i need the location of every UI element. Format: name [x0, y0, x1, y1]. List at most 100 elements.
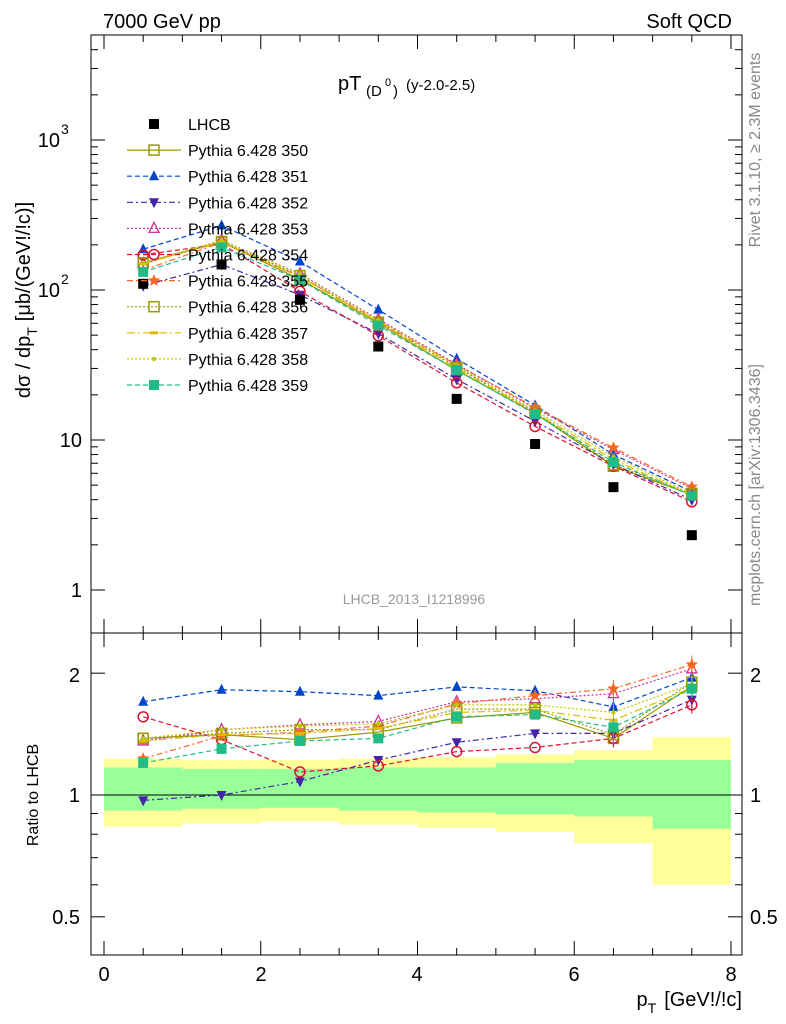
ratio-point-8-5: [532, 702, 538, 708]
legend-marker-lhcb: [149, 119, 159, 129]
ratio-point-9-0: [138, 757, 149, 768]
x-axis-label: pT [GeV!/!c]: [637, 989, 743, 1016]
y-tick-100-exp: 2: [61, 271, 69, 287]
ratio-point-8-2: [297, 723, 303, 729]
ratio-line-8: [143, 683, 693, 739]
data-series-lhcb: [138, 259, 697, 541]
x-tick-0: 0: [98, 964, 109, 986]
x-tick-2: 2: [255, 964, 266, 986]
ratio-point-4-3: [372, 760, 385, 772]
series-9-point-1: [216, 242, 227, 253]
ratio-tick-2-right: 2: [750, 665, 761, 687]
ratio-line-1: [143, 677, 693, 708]
band-inner-1: [182, 768, 261, 809]
legend-entry-3: Pythia 6.428 353: [127, 220, 308, 238]
ratio-line-9: [143, 688, 693, 764]
y-tick-10: 10: [60, 430, 82, 452]
main-series-group: [137, 219, 698, 541]
legend-marker-0: [148, 144, 160, 156]
series-5-point-6: [607, 441, 620, 453]
series-9-point-3: [373, 320, 384, 331]
ratio-point-4-0: [137, 711, 149, 723]
legend-marker-2: [149, 198, 159, 209]
y-tick-1000-base: 10: [38, 130, 60, 152]
ratio-point-1-1: [216, 683, 227, 694]
series-4-point-3: [372, 329, 385, 342]
legend-entry-9: Pythia 6.428 359: [127, 378, 308, 395]
ratio-point-9-3: [373, 733, 384, 744]
ratio-line-3: [143, 668, 692, 742]
xlabel-unit: [GeV!/!c]: [664, 989, 742, 1011]
main-axis-ticks: [91, 35, 742, 633]
header-left-label: 7000 GeV pp: [103, 11, 221, 33]
ratio-point-4-5: [529, 741, 541, 754]
ratio-point-5-5: [528, 689, 542, 701]
series-1-point-3: [373, 303, 384, 314]
y-tick-label-100: 10 2: [38, 271, 69, 302]
legend-label-2: Pythia 6.428 352: [188, 195, 308, 212]
xlabel-main: p: [637, 989, 648, 1011]
data-point-5: [530, 439, 541, 450]
ratio-point-9-4: [451, 711, 462, 722]
ratio-point-8-1: [219, 727, 224, 732]
band-inner-4: [417, 767, 496, 813]
ratio-point-7-0: [139, 739, 148, 743]
analysis-label: LHCB_2013_I1218996: [343, 591, 486, 607]
ratio-point-5-6: [607, 682, 620, 694]
legend-marker-7: [150, 331, 158, 335]
series-4-point-5: [529, 420, 541, 433]
title-sub: (D: [366, 83, 382, 100]
legend-marker-6: [148, 300, 160, 313]
legend-marker-1: [149, 170, 159, 181]
x-tick-6: 6: [568, 964, 579, 986]
mcplots-label: mcplots.cern.ch [arXiv:1306.3436]: [747, 364, 764, 606]
series-line-6: [143, 240, 693, 494]
data-point-3: [373, 341, 384, 352]
ratio-point-4-4: [450, 745, 463, 758]
legend-label-1: Pythia 6.428 351: [188, 169, 308, 186]
data-point-7: [686, 530, 697, 541]
x-axis-label-text: pT [GeV!/!c]: [637, 989, 743, 1016]
series-8-point-1: [219, 238, 224, 243]
band-inner-7: [652, 760, 731, 829]
series-line-5: [142, 241, 693, 488]
title-sup: 0: [385, 77, 391, 89]
ratio-point-1-2: [294, 685, 305, 696]
ratio-line-2: [143, 699, 693, 801]
legend-entry-1: Pythia 6.428 351: [127, 169, 308, 186]
ratio-point-8-4: [454, 702, 459, 708]
ratio-series-group: [137, 655, 698, 807]
ratio-line-5: [143, 664, 692, 760]
series-5-point-7: [685, 480, 698, 493]
ratio-tick-05-left: 0.5: [52, 907, 80, 929]
ratio-point-9-5: [530, 709, 541, 720]
ratio-plot-frame: [90, 632, 743, 956]
data-point-6: [608, 482, 619, 493]
ratio-axis-label: Ratio to LHCB: [25, 744, 42, 846]
series-line-2: [143, 263, 693, 501]
ratio-point-9-1: [216, 743, 227, 754]
xlabel-sub: T: [648, 1000, 657, 1016]
ratio-line-7: [143, 687, 693, 742]
legend-entry-2: Pythia 6.428 352: [127, 195, 308, 212]
ratio-point-7-3: [374, 726, 383, 730]
ratio-point-2-1: [216, 791, 227, 801]
ratio-point-9-6: [608, 722, 619, 733]
legend-entry-7: Pythia 6.428 357: [127, 326, 308, 343]
series-9-point-2: [294, 274, 305, 285]
ratio-point-4-7: [686, 699, 698, 711]
series-9-point-0: [138, 266, 149, 277]
legend-label-5: Pythia 6.428 355: [188, 274, 308, 291]
ratio-point-4-2: [294, 766, 306, 778]
legend-label-3: Pythia 6.428 353: [188, 221, 308, 238]
legend-marker-3: [147, 220, 161, 234]
legend-entry-5: Pythia 6.428 355: [127, 274, 308, 291]
series-line-1: [143, 224, 693, 493]
ratio-tick-1-right: 1: [750, 785, 761, 807]
title-close: ): [393, 83, 398, 100]
y-axis-label-text: dσ / dpT [μb/(GeV!/!c)]: [13, 202, 40, 398]
legend: LHCB Pythia 6.428 350 Pythia 6.428 351 Pyth…: [127, 117, 308, 395]
ratio-point-2-2: [294, 777, 305, 788]
ratio-tick-05-right: 0.5: [750, 907, 778, 929]
series-9-point-7: [686, 490, 697, 501]
